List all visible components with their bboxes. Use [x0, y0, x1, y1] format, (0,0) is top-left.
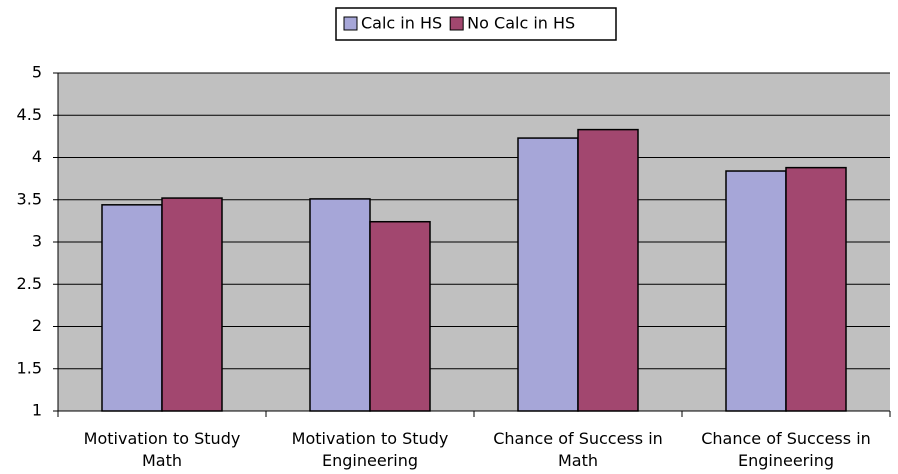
x-tick-label: Chance of Success in Engineering	[701, 429, 871, 470]
bar	[517, 137, 579, 412]
bar	[369, 220, 431, 412]
y-tick-label: 5	[32, 63, 42, 82]
y-tick-label: 4	[32, 147, 42, 166]
y-tick-label: 1	[32, 401, 42, 420]
y-tick-label: 4.5	[17, 105, 42, 124]
legend-box	[335, 7, 617, 41]
legend-label: Calc in HS	[361, 14, 442, 33]
x-tick-label: Motivation to Study Math	[83, 429, 241, 470]
y-tick-label: 2.5	[17, 274, 42, 293]
bar	[101, 204, 163, 412]
y-tick-label: 3.5	[17, 189, 42, 208]
legend-label: No Calc in HS	[467, 14, 575, 33]
y-tick-label: 1.5	[17, 358, 42, 377]
bar	[577, 128, 639, 412]
bar	[725, 170, 787, 412]
bar	[309, 198, 371, 412]
bar	[785, 166, 847, 412]
x-tick-label: Motivation to Study Engineering	[291, 429, 449, 470]
legend-swatch	[343, 16, 358, 31]
legend-swatch	[449, 16, 464, 31]
y-tick-label: 3	[32, 232, 42, 251]
bar	[161, 197, 223, 412]
y-tick-label: 2	[32, 316, 42, 335]
x-tick-label: Chance of Success in Math	[493, 429, 663, 470]
